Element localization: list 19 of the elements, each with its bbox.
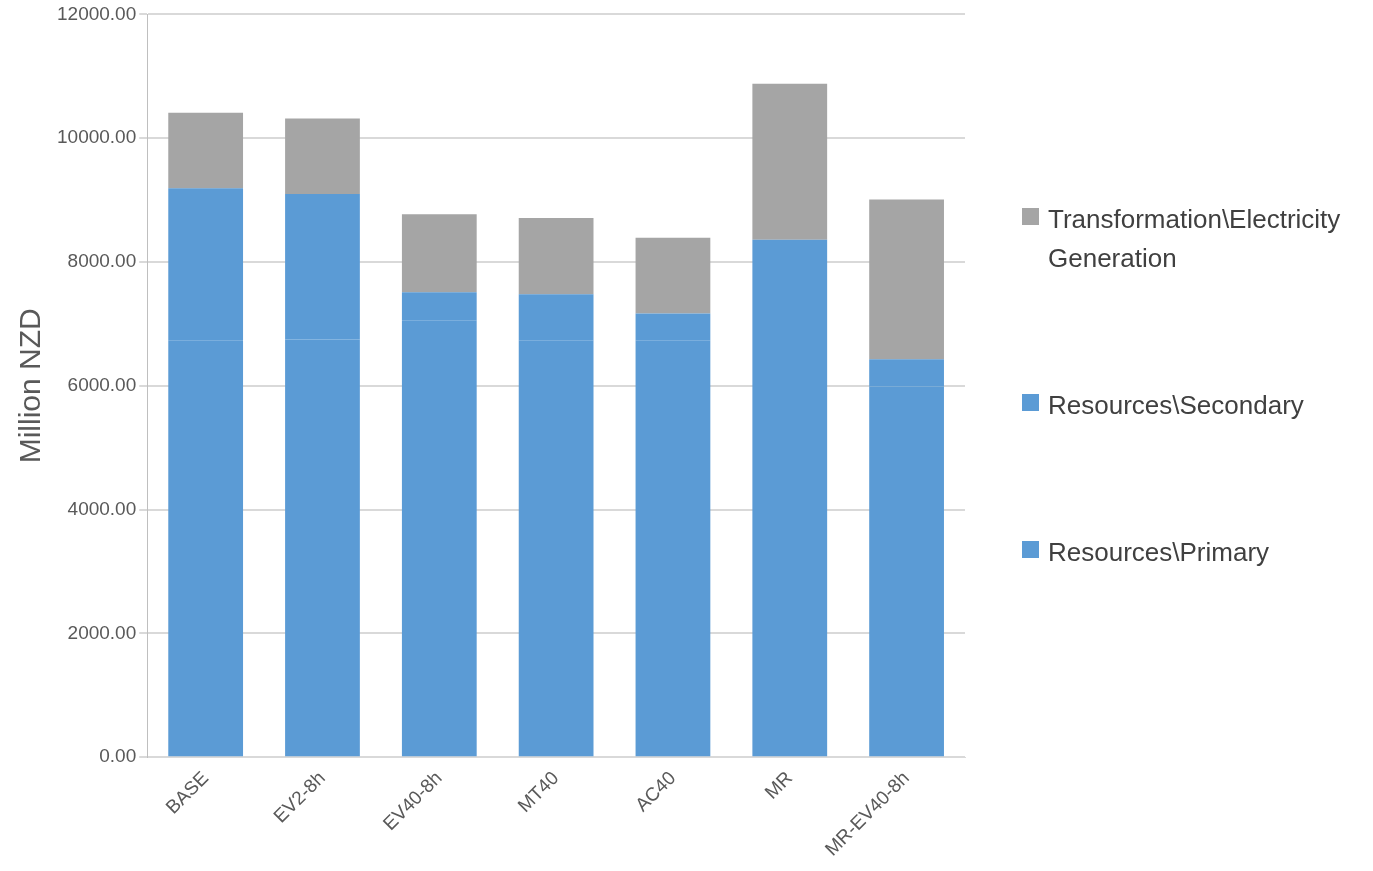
y-tick-label: 10000.00 (57, 126, 137, 148)
y-tick-label: 8000.00 (67, 250, 137, 272)
bar (635, 237, 711, 314)
legend-label: Transformation\Electricity Generation (1048, 203, 1342, 275)
bar (752, 83, 828, 240)
y-tick-label: 0.00 (99, 745, 137, 767)
legend-label: Resources\Secondary (1048, 389, 1304, 422)
y-axis-title: Million NZD (13, 308, 47, 464)
bar (168, 112, 244, 189)
bar (869, 199, 944, 360)
y-tick-label: 12000.00 (57, 2, 137, 24)
y-tick-label: 4000.00 (67, 497, 137, 519)
bar (285, 118, 360, 194)
legend-label: Resources\Primary (1048, 536, 1270, 569)
y-tick-label: 2000.00 (67, 621, 137, 643)
y-tick-label: 6000.00 (67, 374, 137, 396)
x-tick-label: MR (760, 766, 797, 803)
bar (518, 218, 594, 295)
bar (401, 214, 477, 293)
